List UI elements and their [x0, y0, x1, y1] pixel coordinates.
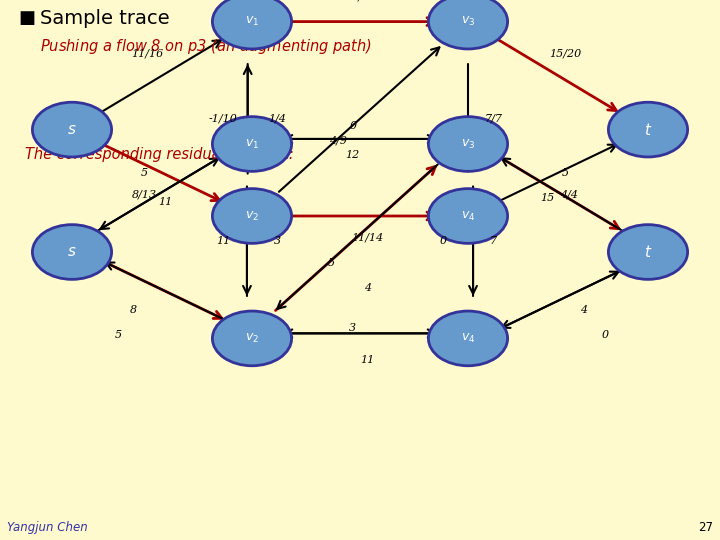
Text: 5: 5	[328, 258, 335, 268]
Text: 8: 8	[130, 305, 137, 315]
Text: 27: 27	[698, 521, 713, 534]
Text: 8/13: 8/13	[132, 190, 156, 199]
Text: $v_{3}$: $v_{3}$	[461, 138, 475, 151]
Ellipse shape	[428, 188, 508, 244]
Text: $v_{3}$: $v_{3}$	[461, 15, 475, 28]
Ellipse shape	[428, 0, 508, 49]
Ellipse shape	[428, 311, 508, 366]
Text: 4/4: 4/4	[560, 190, 578, 199]
Text: Yangjun Chen: Yangjun Chen	[7, 521, 88, 534]
Text: 1/4: 1/4	[268, 114, 287, 124]
Text: 15: 15	[540, 193, 554, 203]
Text: 12: 12	[346, 150, 360, 160]
Text: $v_{2}$: $v_{2}$	[245, 332, 259, 345]
Ellipse shape	[212, 117, 292, 171]
Text: ■: ■	[18, 9, 35, 27]
Text: $s$: $s$	[67, 245, 77, 260]
Ellipse shape	[212, 0, 292, 49]
Text: $v_{1}$: $v_{1}$	[245, 15, 259, 28]
Text: 0: 0	[439, 236, 446, 246]
Ellipse shape	[212, 311, 292, 366]
Text: 3: 3	[274, 236, 281, 246]
Text: 7/7: 7/7	[484, 114, 503, 124]
Text: $v_{2}$: $v_{2}$	[245, 210, 259, 222]
Text: 5: 5	[140, 168, 148, 178]
Ellipse shape	[428, 117, 508, 171]
Text: 3: 3	[349, 322, 356, 333]
Text: 5: 5	[115, 330, 122, 340]
Text: 15/20: 15/20	[549, 49, 581, 59]
Text: 4: 4	[580, 305, 587, 315]
Ellipse shape	[608, 225, 688, 279]
Text: $v_{4}$: $v_{4}$	[461, 332, 475, 345]
Text: 11/16: 11/16	[132, 49, 163, 59]
Text: 5: 5	[562, 168, 569, 178]
Text: 4: 4	[364, 283, 371, 293]
Text: 12/12: 12/12	[344, 0, 376, 2]
Text: $v_{4}$: $v_{4}$	[461, 210, 475, 222]
Text: 0: 0	[601, 330, 608, 340]
Text: Sample trace: Sample trace	[40, 9, 169, 28]
Text: 11: 11	[158, 197, 173, 207]
Text: 11: 11	[360, 355, 374, 365]
Ellipse shape	[212, 188, 292, 244]
Text: 0: 0	[349, 121, 356, 131]
Text: 11/14: 11/14	[351, 233, 383, 242]
Text: $s$: $s$	[67, 122, 77, 137]
Text: Pushing a flow 8 on $p$3 (an augmenting path): Pushing a flow 8 on $p$3 (an augmenting …	[40, 37, 372, 56]
Text: 4/9: 4/9	[330, 136, 348, 145]
Text: $t$: $t$	[644, 244, 652, 260]
Text: 7: 7	[490, 236, 497, 246]
Text: 11: 11	[216, 236, 230, 246]
Ellipse shape	[608, 102, 688, 157]
Text: $v_{1}$: $v_{1}$	[245, 138, 259, 151]
Text: The corresponding residual network:: The corresponding residual network:	[25, 147, 294, 163]
Text: $t$: $t$	[644, 122, 652, 138]
Ellipse shape	[32, 102, 112, 157]
Ellipse shape	[32, 225, 112, 279]
Text: -1/10: -1/10	[209, 114, 238, 124]
